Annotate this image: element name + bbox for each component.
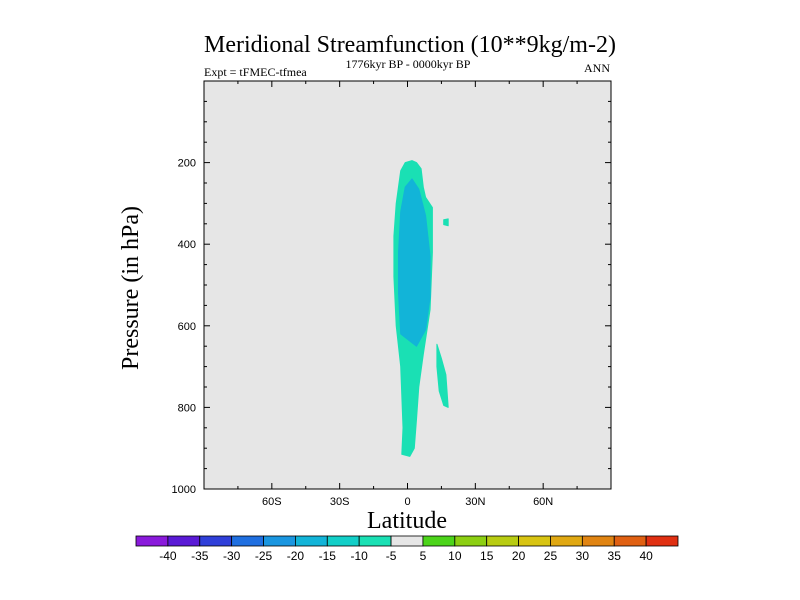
subtitle-left: Expt = tFMEC-tfmea (204, 65, 307, 79)
contour-region-right-speck-upper (443, 218, 449, 227)
colorbar-swatch (326, 535, 360, 547)
colorbar-swatch (390, 535, 424, 547)
subtitle-center: 1776kyr BP - 0000kyr BP (346, 57, 471, 71)
colorbar-label: -35 (191, 549, 209, 563)
colorbar-swatch (518, 535, 551, 547)
colorbar-swatch (167, 535, 201, 547)
contour-region-main-band-inner (398, 178, 431, 347)
y-tick-label: 600 (178, 321, 196, 333)
colorbar-swatch (486, 535, 519, 547)
colorbar-swatch (613, 535, 647, 547)
contour-regions (393, 160, 449, 457)
colorbar-swatch (263, 535, 296, 547)
x-tick-label: 0 (404, 496, 410, 508)
colorbar-swatch (422, 535, 456, 547)
colorbar-label: 15 (480, 549, 494, 563)
colorbar-swatch (135, 535, 169, 547)
colorbar-label: -40 (159, 549, 177, 563)
y-tick-label: 1000 (172, 484, 196, 496)
colorbar-label: -5 (386, 549, 397, 563)
y-tick-label: 400 (178, 239, 196, 251)
colorbar-label: 35 (608, 549, 622, 563)
colorbar-label: 30 (576, 549, 590, 563)
colorbar-label: -10 (351, 549, 369, 563)
colorbar-swatch (295, 535, 328, 547)
y-axis-label: Pressure (in hPa) (118, 206, 144, 370)
x-axis-label: Latitude (367, 508, 447, 534)
axis-ticks (203, 80, 612, 490)
colorbar-label: -20 (287, 549, 305, 563)
subtitle-right: ANN (584, 61, 610, 75)
axis-tick-labels: 60S 30S 0 30N 60N 200 400 600 800 1000 (172, 158, 554, 508)
colorbar-swatch (645, 535, 679, 547)
colorbar-label: 40 (639, 549, 653, 563)
colorbar-label: -15 (319, 549, 337, 563)
y-tick-label: 200 (178, 158, 196, 170)
x-tick-label: 30S (330, 496, 350, 508)
colorbar-label: -30 (223, 549, 241, 563)
colorbar-labels: -40 -35 -30 -25 -20 -15 -10 -5 5 10 15 20 25 30 35 40 (159, 549, 653, 563)
x-tick-label: 30N (465, 496, 485, 508)
x-tick-label: 60S (262, 496, 282, 508)
colorbar (135, 535, 679, 547)
contour-region-right-strip-lower (436, 343, 449, 408)
colorbar-label: 10 (448, 549, 462, 563)
colorbar-label: 20 (512, 549, 526, 563)
chart-title: Meridional Streamfunction (10**9kg/m-2) (204, 32, 616, 58)
colorbar-swatch (199, 535, 233, 547)
colorbar-swatch (231, 535, 264, 547)
colorbar-label: 25 (544, 549, 558, 563)
colorbar-label: 5 (420, 549, 427, 563)
y-tick-label: 800 (178, 402, 196, 414)
colorbar-swatch (581, 535, 615, 547)
colorbar-label: -25 (255, 549, 273, 563)
colorbar-swatch (358, 535, 392, 547)
colorbar-swatch (454, 535, 488, 547)
x-tick-label: 60N (533, 496, 553, 508)
colorbar-swatch (550, 535, 583, 547)
